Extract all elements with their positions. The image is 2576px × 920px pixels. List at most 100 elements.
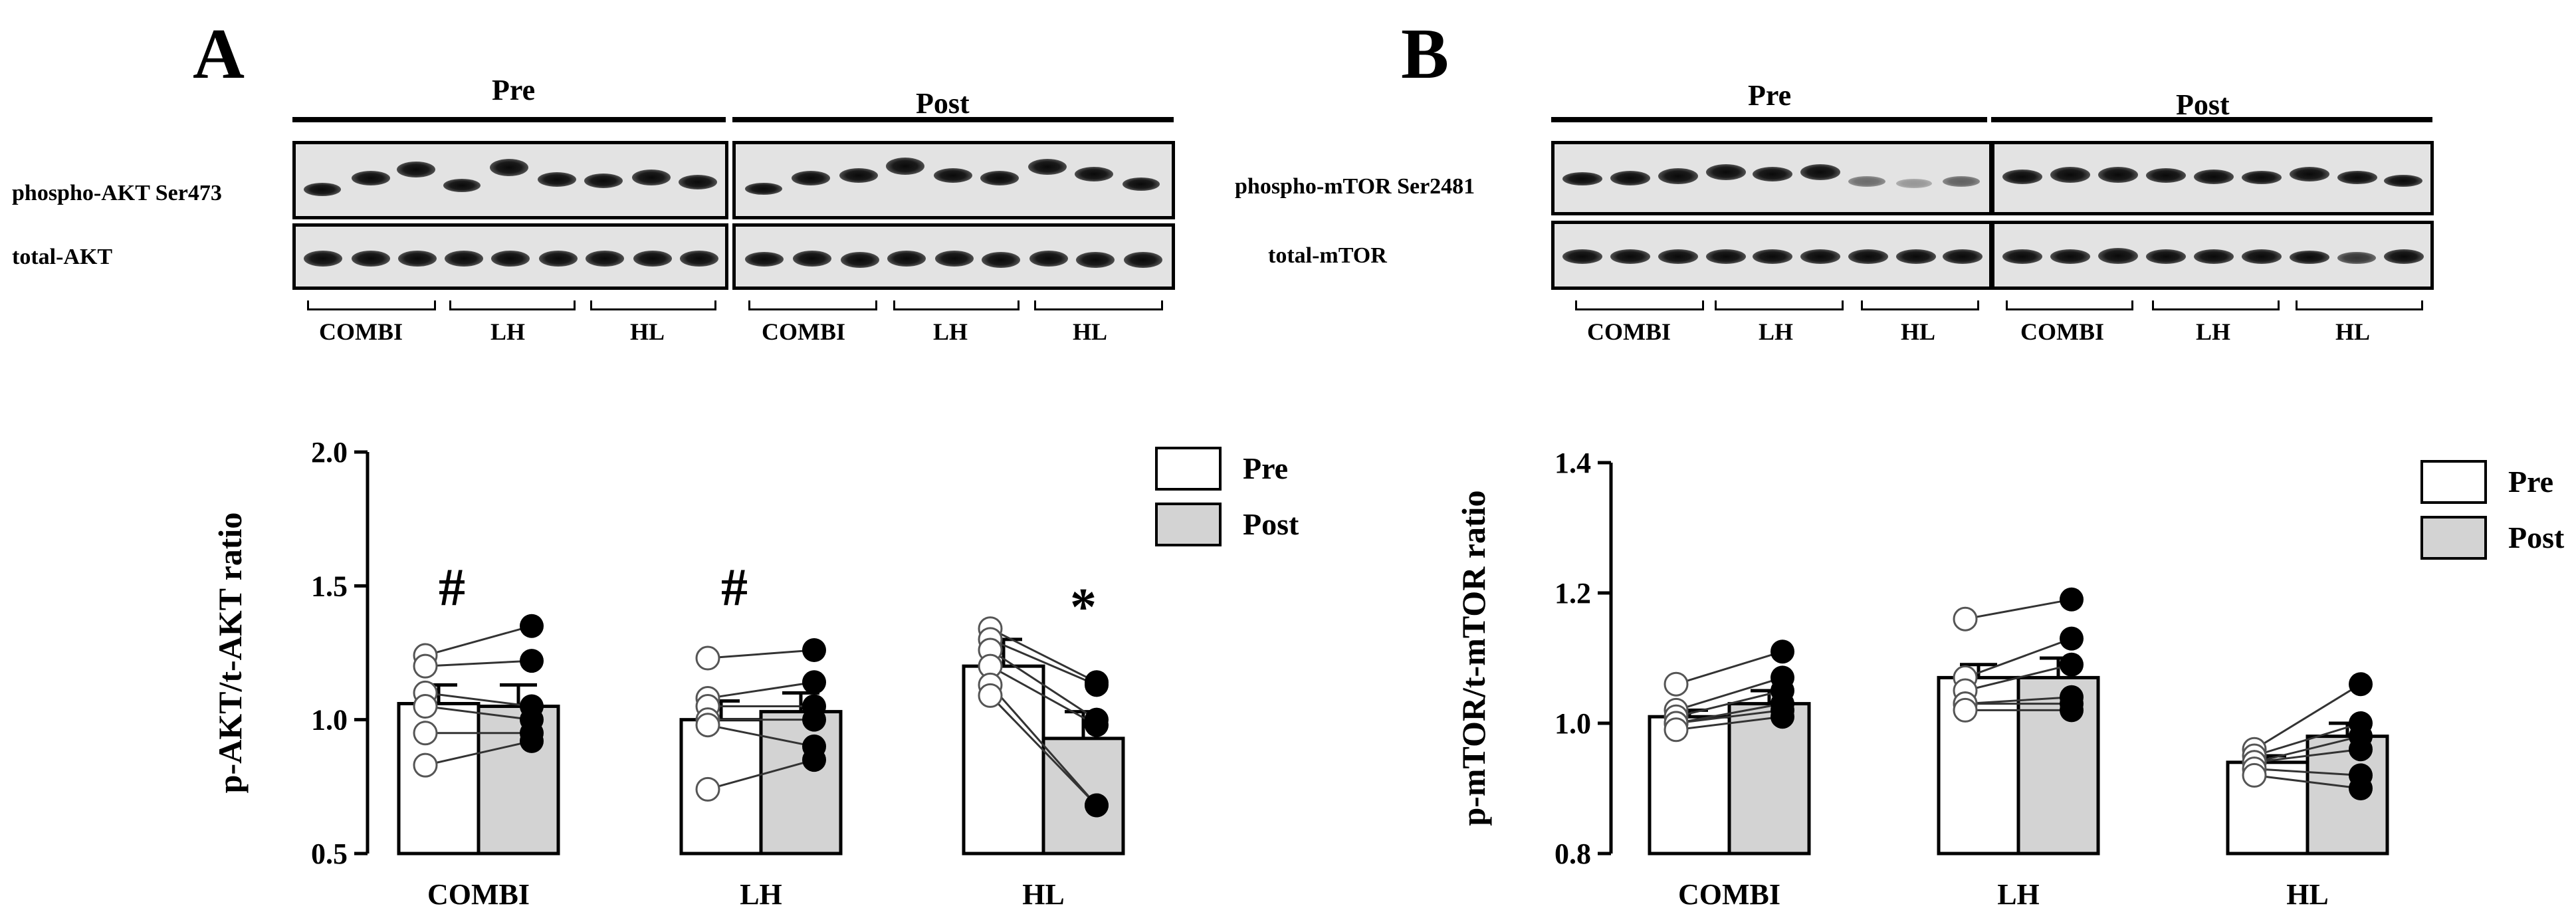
significance-marker: * [1070,578,1097,637]
lane-bracket [307,300,436,310]
data-point-post [520,649,544,673]
lane-group-label: HL [1073,318,1108,345]
data-point-pre [1953,606,1978,632]
y-tick-label: 1.0 [311,704,348,737]
paired-line [989,684,1098,806]
data-point-pre [413,694,438,719]
lane-group-label: HL [2335,318,2371,345]
western-blot-phospho-mtor-pre [1551,141,1992,215]
bar-post [759,710,843,856]
lane-group-label: LH [933,318,968,345]
phase-pre-rule-a [292,117,726,122]
paired-line [1675,715,1783,731]
data-point-post [802,670,826,695]
data-point-post [2349,737,2373,762]
data-point-pre [1664,717,1689,743]
panel-letter-b: B [1401,15,1449,94]
lane-bracket [893,300,1020,310]
paired-line [1675,689,1783,718]
y-tick-label: 1.5 [311,570,348,602]
data-point-pre [1953,697,1978,723]
paired-line [1675,709,1783,725]
paired-line [425,659,532,667]
x-category-label: COMBI [427,878,530,911]
y-tick-label: 1.0 [1555,707,1591,740]
lane-group-label: LH [1759,318,1794,345]
data-point-post [1771,705,1794,729]
paired-line [707,649,815,659]
data-point-post [2349,776,2373,800]
paired-line [990,638,1097,686]
bar-post [2016,675,2100,856]
significance-marker: # [439,558,465,617]
bar-post [1727,702,1811,856]
lane-group-label: LH [2196,318,2231,345]
lane-bracket [449,300,576,310]
y-axis-label: p-mTOR/t-mTOR ratio [1455,490,1492,826]
phase-pre-header-a: Pre [492,74,536,106]
data-point-post [1085,793,1109,818]
western-blot-total-akt-post [732,223,1175,290]
data-point-pre [413,752,438,778]
data-point-pre [978,683,1003,708]
bar-post [1041,737,1125,856]
data-point-pre [413,653,438,679]
legend-swatch [1155,447,1222,491]
data-point-pre [2242,762,2267,788]
paired-line [2254,774,2361,790]
legend-swatch [2420,460,2487,504]
data-point-post [2349,672,2373,697]
phase-pre-header-b: Pre [1748,79,1792,112]
blot-label-total-mtor: total-mTOR [1268,243,1387,268]
paired-line [2254,768,2361,776]
western-blot-phospho-akt-pre [292,141,728,219]
lane-bracket [2006,300,2133,310]
data-point-post [1085,713,1109,737]
lane-group-label: COMBI [1587,318,1671,345]
legend-label: Post [2508,520,2565,554]
blot-label-phospho-akt: phospho-AKT Ser473 [12,181,222,205]
bar-post [477,705,560,856]
legend-label: Pre [1243,451,1288,485]
data-point-pre [1664,671,1689,697]
lane-bracket [748,300,877,310]
paired-line [707,681,815,699]
paired-line [990,665,1097,727]
data-point-post [520,729,544,753]
paired-line [707,758,815,790]
paired-line [1965,598,2072,620]
data-point-pre [695,713,720,738]
blot-label-phospho-mtor: phospho-mTOR Ser2481 [1235,174,1475,199]
western-blot-phospho-mtor-post [1991,141,2434,215]
y-tick-label: 0.5 [311,838,348,870]
paired-line [425,740,532,766]
x-category-label: LH [1997,878,2040,911]
significance-marker: # [721,558,748,617]
x-category-label: HL [1022,878,1065,911]
data-point-pre [695,776,720,802]
x-category-label: LH [740,878,782,911]
paired-line [990,649,1097,721]
paired-line [425,705,532,721]
lane-group-label: COMBI [762,318,845,345]
lane-group-label: LH [490,318,526,345]
lane-bracket [2296,300,2423,310]
data-point-post [1771,639,1794,664]
paired-line [2254,683,2361,750]
bar-pre [962,664,1045,856]
paired-line [425,691,532,708]
bar-chart-mtor: 0.8 1.0 1.2 1.4 p-mTOR/t-mTOR ratio COMBI LH HL… [1455,447,2565,911]
lane-bracket [1575,300,1704,310]
x-category-label: COMBI [1678,878,1780,911]
paired-line [2254,722,2361,757]
x-category-label: HL [2286,878,2329,911]
y-tick-label: 0.8 [1555,838,1591,870]
paired-line [1965,696,2072,705]
western-blot-total-mtor-post [1991,221,2434,290]
phase-post-rule-b [1991,117,2432,122]
lane-group-label: COMBI [2020,318,2104,345]
paired-line [990,628,1097,683]
paired-line [425,625,532,657]
data-point-post [1085,673,1109,697]
phase-post-header-b: Post [2176,88,2230,121]
